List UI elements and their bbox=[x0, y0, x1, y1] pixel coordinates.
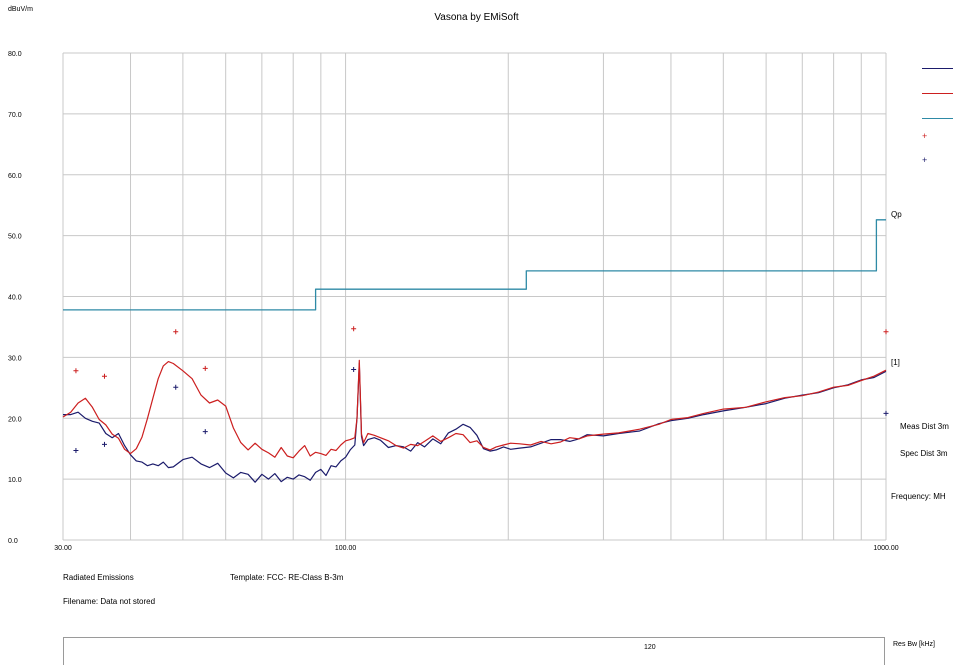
navy-marker bbox=[173, 384, 179, 390]
x-tick-label: 1000.00 bbox=[873, 545, 898, 552]
y-tick-label: 0.0 bbox=[8, 538, 18, 545]
meas-dist-label: Meas Dist 3m bbox=[900, 422, 949, 431]
navy-marker bbox=[73, 448, 79, 454]
res-bw-value: 120 bbox=[644, 644, 656, 651]
section-label: Radiated Emissions bbox=[63, 573, 134, 582]
red-marker bbox=[202, 365, 208, 371]
navy-trace-series bbox=[63, 362, 887, 483]
y-tick-label: 80.0 bbox=[8, 51, 22, 58]
red-marker bbox=[173, 329, 179, 335]
limit-line-series bbox=[63, 219, 886, 311]
navy-marker bbox=[351, 367, 357, 373]
res-bw-band: 120 bbox=[63, 637, 885, 665]
navy-marker bbox=[883, 410, 889, 416]
legend-line-navy bbox=[922, 68, 953, 69]
y-tick-label: 10.0 bbox=[8, 477, 22, 484]
red-marker bbox=[351, 326, 357, 332]
res-bw-label: Res Bw [kHz] bbox=[893, 641, 936, 648]
limit-tag: Qp bbox=[891, 210, 902, 219]
red-marker bbox=[73, 368, 79, 374]
trace-tag: [1] bbox=[891, 358, 900, 367]
legend-line-teal bbox=[922, 118, 953, 119]
navy-marker bbox=[202, 429, 208, 435]
y-tick-label: 20.0 bbox=[8, 416, 22, 423]
x-tick-label: 30.00 bbox=[54, 545, 72, 552]
y-tick-label: 30.0 bbox=[8, 355, 22, 362]
template-label: Template: FCC- RE-Class B-3m bbox=[230, 573, 344, 582]
y-axis-unit-label: dBuV/m bbox=[8, 6, 33, 13]
legend-marker-navy-plus: + bbox=[922, 155, 928, 165]
legend-line-red bbox=[922, 93, 953, 94]
x-tick-label: 100.00 bbox=[335, 545, 357, 552]
navy-marker bbox=[101, 441, 107, 447]
y-tick-label: 40.0 bbox=[8, 295, 22, 302]
spec-dist-label: Spec Dist 3m bbox=[900, 449, 948, 458]
legend-marker-red-plus: + bbox=[922, 131, 928, 141]
filename-label: Filename: Data not stored bbox=[63, 597, 156, 606]
red-marker bbox=[101, 373, 107, 379]
red-marker bbox=[883, 329, 889, 335]
red-trace-series bbox=[62, 359, 887, 459]
frequency-label: Frequency: MH bbox=[891, 492, 946, 501]
y-tick-label: 60.0 bbox=[8, 173, 22, 180]
chart-title: Vasona by EMiSoft bbox=[434, 12, 519, 23]
y-tick-label: 50.0 bbox=[8, 234, 22, 241]
y-tick-label: 70.0 bbox=[8, 112, 22, 119]
